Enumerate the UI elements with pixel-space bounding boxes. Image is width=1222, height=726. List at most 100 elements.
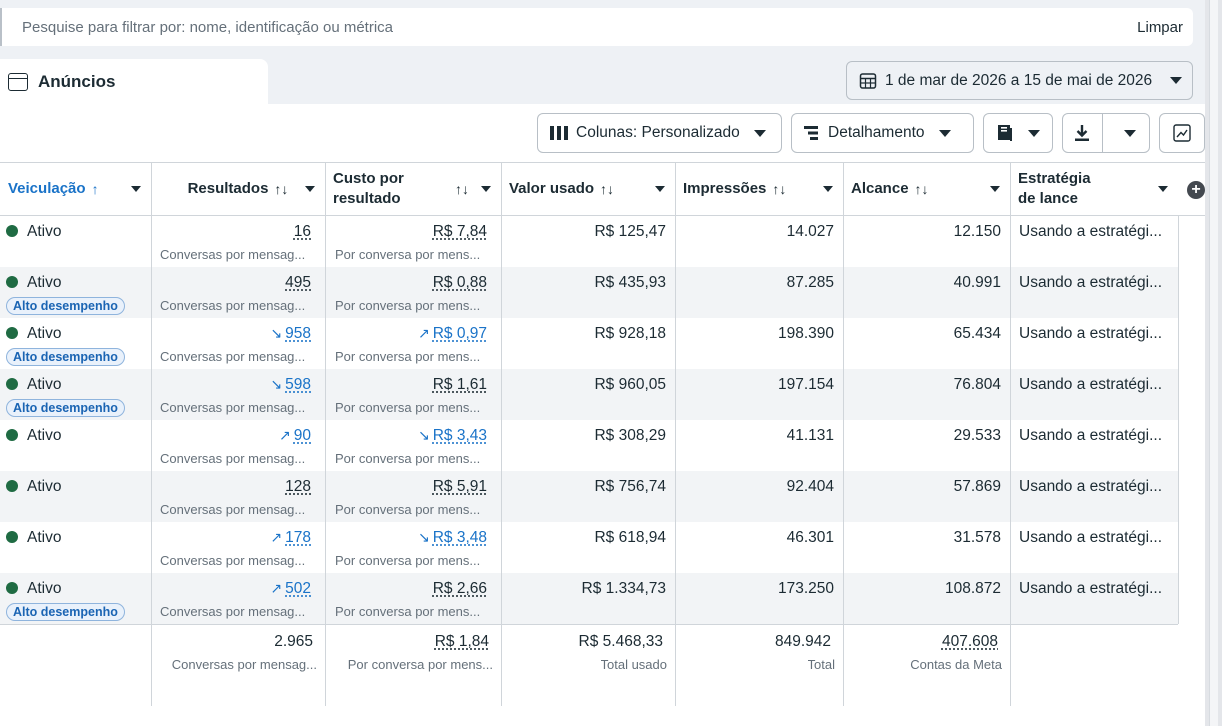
table-row[interactable]: Ativo Alto desempenho 495 Conversas por men… xyxy=(0,267,1178,318)
trend-down-icon: ↘ xyxy=(417,529,430,545)
chevron-down-icon[interactable] xyxy=(305,185,315,192)
total-cost-number[interactable]: R$ 1,84 xyxy=(434,633,489,650)
table-row[interactable]: Ativo ↗ 178 Conversas por mensag... ↘ R$ 3,48… xyxy=(0,522,1178,573)
export-menu-button[interactable] xyxy=(1111,114,1149,152)
chevron-down-icon[interactable] xyxy=(1158,185,1168,192)
cost-sublabel: Por conversa por mens... xyxy=(335,400,481,415)
cost-number[interactable]: R$ 2,66 xyxy=(432,580,487,597)
sort-icon[interactable]: ↑↓ xyxy=(455,180,469,197)
delivery-cell: Ativo Alto desempenho xyxy=(0,573,151,624)
cost-number[interactable]: R$ 3,43 xyxy=(432,427,487,444)
column-divider xyxy=(1178,216,1179,624)
table-row[interactable]: Ativo Alto desempenho ↘ 598 Conversas por me… xyxy=(0,369,1178,420)
add-column-icon[interactable]: + xyxy=(1187,181,1205,199)
results-cell: ↘ 958 Conversas por mensag... xyxy=(151,318,325,369)
header-delivery[interactable]: Veiculação ↑ xyxy=(0,162,151,215)
page-scrollbar[interactable] xyxy=(1205,0,1222,726)
cost-value[interactable]: R$ 5,91 xyxy=(433,478,487,496)
search-input[interactable]: Pesquise para filtrar por: nome, identif… xyxy=(22,18,394,36)
clear-button[interactable]: Limpar xyxy=(1137,18,1183,36)
header-impressions[interactable]: Impressões ↑↓ xyxy=(675,162,843,215)
header-cost-per-result[interactable]: Custo por resultado ↑↓ xyxy=(325,162,501,215)
sort-icon[interactable]: ↑ xyxy=(91,180,99,197)
tab-ads[interactable]: Anúncios xyxy=(0,59,268,105)
chevron-down-icon[interactable] xyxy=(990,185,1000,192)
table-row[interactable]: Ativo ↗ 90 Conversas por mensag... ↘ R$ 3,43 P… xyxy=(0,420,1178,471)
header-reach[interactable]: Alcance ↑↓ xyxy=(843,162,1010,215)
table-row[interactable]: Ativo Alto desempenho ↗ 502 Conversas por me… xyxy=(0,573,1178,624)
cost-number[interactable]: R$ 5,91 xyxy=(432,478,487,495)
table-row[interactable]: Ativo 16 Conversas por mensag... R$ 7,84 Por… xyxy=(0,216,1178,267)
cost-value[interactable]: R$ 2,66 xyxy=(433,580,487,598)
export-button[interactable] xyxy=(1062,113,1150,153)
bid-strategy-value: Usando a estratégi... xyxy=(1019,427,1163,444)
date-range-button[interactable]: 1 de mar de 2026 a 15 de mai de 2026 xyxy=(846,61,1193,100)
total-reach-number[interactable]: 407.608 xyxy=(941,633,998,650)
chevron-down-icon[interactable] xyxy=(823,185,833,192)
results-value[interactable]: 495 xyxy=(285,274,311,292)
status-label: Ativo xyxy=(27,376,62,393)
breakdown-button[interactable]: Detalhamento xyxy=(791,113,974,153)
columns-button[interactable]: Colunas: Personalizado xyxy=(537,113,782,153)
results-value[interactable]: ↗ 178 xyxy=(270,529,311,547)
results-number[interactable]: 502 xyxy=(285,580,311,597)
amount-spent-value-cell: R$ 756,74 xyxy=(501,471,675,522)
results-number[interactable]: 128 xyxy=(285,478,311,495)
search-bar[interactable]: Pesquise para filtrar por: nome, identif… xyxy=(0,8,1193,46)
bid-strategy-value: Usando a estratégi... xyxy=(1019,325,1163,342)
cost-value[interactable]: ↘ R$ 3,43 xyxy=(418,427,487,445)
bid-strategy-cell: Usando a estratégi... xyxy=(1010,573,1178,624)
cost-number[interactable]: R$ 1,61 xyxy=(432,376,487,393)
sort-icon[interactable]: ↑↓ xyxy=(600,180,615,197)
active-status-icon xyxy=(6,531,18,543)
sort-icon[interactable]: ↑↓ xyxy=(772,180,787,197)
total-spent-sublabel: Total usado xyxy=(600,657,668,672)
results-number[interactable]: 958 xyxy=(285,325,311,342)
cost-sublabel: Por conversa por mens... xyxy=(335,451,481,466)
results-number[interactable]: 598 xyxy=(285,376,311,393)
cost-cell: R$ 5,91 Por conversa por mens... xyxy=(325,471,501,522)
cost-value[interactable]: R$ 7,84 xyxy=(433,223,487,241)
results-value[interactable]: ↗ 502 xyxy=(270,580,311,598)
cost-number[interactable]: R$ 7,84 xyxy=(432,223,487,240)
chevron-down-icon[interactable] xyxy=(131,185,141,192)
total-reach[interactable]: 407.608 xyxy=(942,633,998,651)
chevron-down-icon[interactable] xyxy=(481,185,491,192)
sort-icon[interactable]: ↑↓ xyxy=(274,180,289,197)
chevron-down-icon[interactable] xyxy=(655,185,665,192)
total-results-cell: 2.965 Conversas por mensag... xyxy=(151,624,325,706)
results-value[interactable]: ↗ 90 xyxy=(279,427,311,445)
cost-value[interactable]: R$ 0,88 xyxy=(433,274,487,292)
charts-button[interactable] xyxy=(1159,113,1205,153)
trend-down-icon: ↘ xyxy=(270,325,283,341)
cost-number[interactable]: R$ 0,97 xyxy=(432,325,487,342)
results-value[interactable]: 128 xyxy=(285,478,311,496)
download-button[interactable] xyxy=(1063,114,1103,152)
results-value[interactable]: ↘ 598 xyxy=(270,376,311,394)
cost-value[interactable]: R$ 1,61 xyxy=(433,376,487,394)
cost-number[interactable]: R$ 3,48 xyxy=(432,529,487,546)
cost-sublabel: Por conversa por mens... xyxy=(335,247,481,262)
table-row[interactable]: Ativo 128 Conversas por mensag... R$ 5,91 Po… xyxy=(0,471,1178,522)
sort-icon[interactable]: ↑↓ xyxy=(914,180,929,197)
column-divider xyxy=(1010,162,1011,706)
results-number[interactable]: 16 xyxy=(293,223,311,240)
cost-value[interactable]: ↗ R$ 0,97 xyxy=(418,325,487,343)
cost-cell: R$ 2,66 Por conversa por mens... xyxy=(325,573,501,624)
results-number[interactable]: 495 xyxy=(285,274,311,291)
header-amount-spent[interactable]: Valor usado ↑↓ xyxy=(501,162,675,215)
table-row[interactable]: Ativo Alto desempenho ↘ 958 Conversas por me… xyxy=(0,318,1178,369)
results-number[interactable]: 90 xyxy=(293,427,311,444)
amount-spent-value-cell: R$ 435,93 xyxy=(501,267,675,318)
results-value[interactable]: ↘ 958 xyxy=(270,325,311,343)
table-header xyxy=(0,162,1205,216)
results-cell: 128 Conversas por mensag... xyxy=(151,471,325,522)
cost-value[interactable]: ↘ R$ 3,48 xyxy=(418,529,487,547)
results-value[interactable]: 16 xyxy=(294,223,311,241)
reports-button[interactable] xyxy=(983,113,1053,153)
total-cost[interactable]: R$ 1,84 xyxy=(435,633,489,651)
header-results[interactable]: Resultados ↑↓ xyxy=(151,162,325,215)
header-bid-strategy[interactable]: Estratégia de lance xyxy=(1010,162,1178,215)
results-number[interactable]: 178 xyxy=(285,529,311,546)
cost-number[interactable]: R$ 0,88 xyxy=(432,274,487,291)
